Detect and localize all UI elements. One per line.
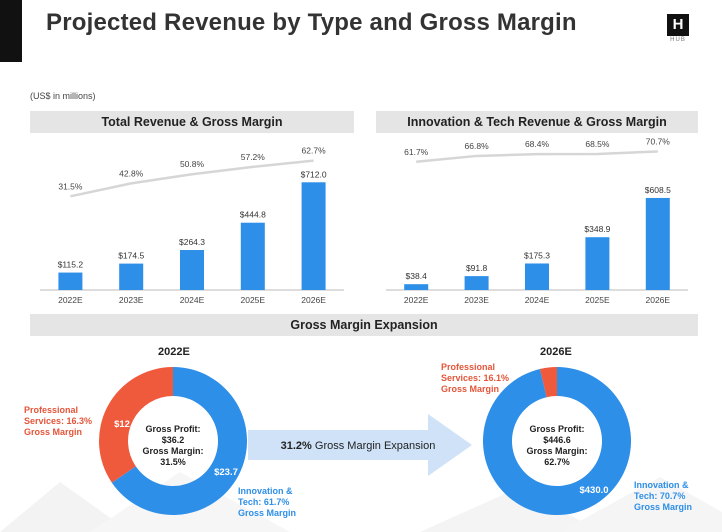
callout-2022-services: Professional Services: 16.3% Gross Margi… <box>24 405 93 437</box>
donut-slice-1 <box>483 367 631 515</box>
center-line: 31.5% <box>160 457 186 467</box>
gross-margin-label: 50.8% <box>180 159 205 169</box>
bar-value-label: $348.9 <box>584 224 610 234</box>
center-line: Gross Margin: <box>142 446 204 456</box>
bar-2024E <box>525 263 549 290</box>
total-revenue-header: Total Revenue & Gross Margin <box>30 111 354 133</box>
total-revenue-chart: $115.2 2022E $174.5 2023E $264.3 2024E $444.8 2… <box>40 146 344 305</box>
center-line: Gross Margin: <box>526 446 588 456</box>
expansion-arrow <box>248 414 472 476</box>
bar-value-label: $174.5 <box>118 251 144 261</box>
bar-value-label: $608.5 <box>645 185 671 195</box>
gross-margin-line <box>416 150 658 164</box>
x-tick-label: 2025E <box>241 295 266 305</box>
bar-2023E <box>464 276 489 290</box>
center-line: $446.6 <box>543 435 571 445</box>
donut-slice-0 <box>539 367 557 398</box>
donut-2022: $12.5 $23.7 <box>99 367 248 515</box>
bar-2022E <box>58 272 83 290</box>
center-line: Gross Profit: <box>529 424 585 434</box>
gross-margin-expansion-header: Gross Margin Expansion <box>30 314 698 336</box>
callout-2026-services: Professional Services: 16.1% Gross Margi… <box>441 362 510 394</box>
donut-2022-title: 2022E <box>158 346 190 358</box>
callout-2022-innovation: Innovation & Tech: 61.7% Gross Margin <box>238 486 297 518</box>
bar-value-label: $444.8 <box>240 210 266 220</box>
bar-value-label: $38.4 <box>406 271 428 281</box>
donut-2026-title: 2026E <box>540 346 572 358</box>
units-note: (US$ in millions) <box>30 91 96 101</box>
bar-value-label: $115.2 <box>58 260 84 270</box>
x-tick-label: 2024E <box>180 295 205 305</box>
bar-2025E <box>240 222 265 290</box>
bar-2024E <box>180 250 204 290</box>
bar-2022E <box>404 284 429 290</box>
callout-2026-innovation: Innovation & Tech: 70.7% Gross Margin <box>634 480 693 512</box>
donut-slice-label: $430.0 <box>579 485 608 496</box>
gross-margin-label: 68.4% <box>525 139 550 149</box>
x-tick-label: 2026E <box>301 295 326 305</box>
x-tick-label: 2025E <box>585 295 610 305</box>
center-line: 62.7% <box>544 457 570 467</box>
company-logo: H HUB <box>664 14 692 50</box>
gross-margin-label: 66.8% <box>465 141 490 151</box>
donut-slice-label: $12.5 <box>114 419 138 430</box>
gross-margin-line <box>70 159 314 198</box>
bar-2026E <box>645 197 670 290</box>
bar-value-label: $91.8 <box>466 263 488 273</box>
donut-slice-0 <box>99 367 173 483</box>
bar-2025E <box>585 237 610 290</box>
x-tick-label: 2022E <box>404 295 429 305</box>
x-tick-label: 2024E <box>525 295 550 305</box>
center-line: $36.2 <box>161 435 185 445</box>
gross-margin-label: 57.2% <box>241 152 266 162</box>
logo-mark: H <box>667 14 689 36</box>
expansion-arrow-text: 31.2% Gross Margin Expansion <box>280 440 436 452</box>
gross-margin-label: 42.8% <box>119 168 144 178</box>
page-title: Projected Revenue by Type and Gross Marg… <box>46 9 577 36</box>
bar-2023E <box>119 263 144 290</box>
gross-margin-label: 61.7% <box>404 147 429 157</box>
innovation-revenue-header: Innovation & Tech Revenue & Gross Margin <box>376 111 698 133</box>
donut-2026-center: Gross Profit: $446.6 Gross Margin: 62.7% <box>517 424 597 468</box>
bar-value-label: $712.0 <box>301 169 327 179</box>
bar-value-label: $175.3 <box>524 250 550 260</box>
gross-margin-label: 68.5% <box>585 139 610 149</box>
donut-slice-label: $23.7 <box>214 467 238 478</box>
logo-text: HUB <box>670 37 686 43</box>
x-tick-label: 2023E <box>464 295 489 305</box>
x-tick-label: 2022E <box>58 295 83 305</box>
donut-2022-center: Gross Profit: $36.2 Gross Margin: 31.5% <box>133 424 213 468</box>
donut-2026: $16.6$430.0 <box>483 367 631 515</box>
bar-2026E <box>301 182 326 290</box>
center-line: Gross Profit: <box>145 424 201 434</box>
x-tick-label: 2023E <box>119 295 144 305</box>
gross-margin-label: 70.7% <box>646 136 671 146</box>
innovation-revenue-chart: $38.4 2022E $91.8 2023E $175.3 2024E $348.9 202… <box>386 136 688 305</box>
donut-slice-1 <box>111 367 248 515</box>
gross-margin-label: 31.5% <box>58 181 83 191</box>
x-tick-label: 2026E <box>646 295 671 305</box>
bar-value-label: $264.3 <box>179 237 205 247</box>
gross-margin-label: 62.7% <box>302 146 327 156</box>
title-accent-block <box>0 0 22 62</box>
